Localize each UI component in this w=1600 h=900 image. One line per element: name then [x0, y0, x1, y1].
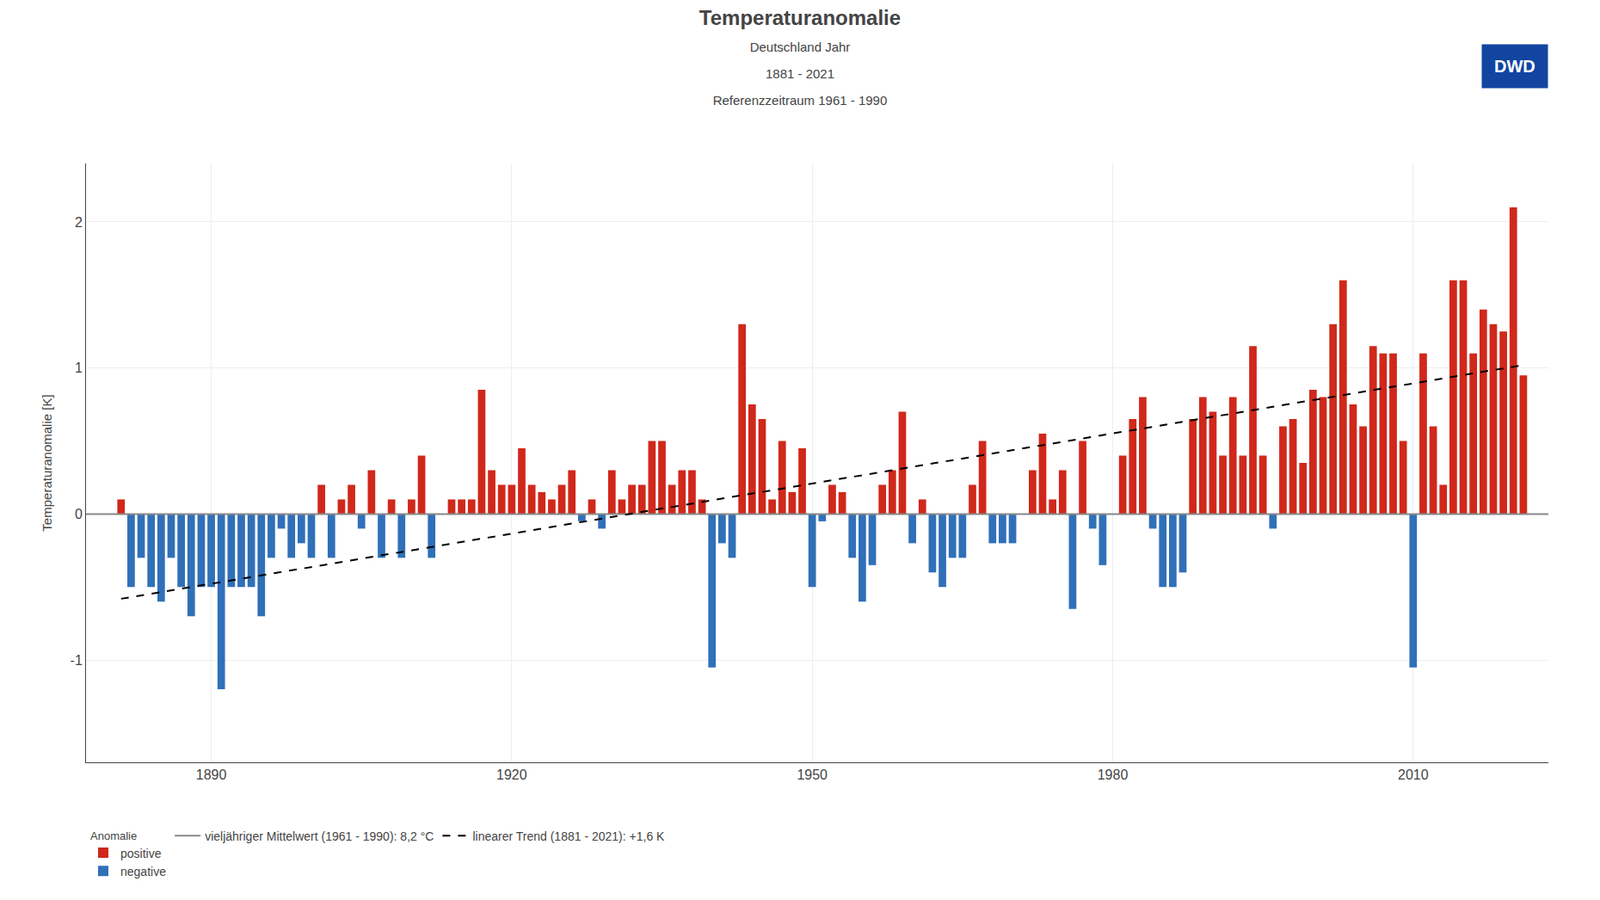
svg-text:Anomalie: Anomalie	[90, 829, 137, 843]
svg-text:TemperaturanomalieDeutschland: TemperaturanomalieDeutschland Jahr1881 -…	[699, 6, 901, 109]
svg-text:1920: 1920	[496, 767, 528, 782]
svg-text:2010: 2010	[1397, 767, 1429, 782]
svg-text:2: 2	[74, 215, 83, 230]
svg-text:positive: positive	[120, 846, 162, 861]
svg-text:1890: 1890	[196, 767, 228, 782]
svg-text:1: 1	[74, 360, 83, 376]
svg-text:vieljähriger Mittelwert (1961: vieljähriger Mittelwert (1961 - 1990): 8…	[204, 829, 434, 844]
svg-text:-1: -1	[70, 652, 83, 668]
svg-text:1980: 1980	[1097, 767, 1129, 782]
svg-text:0: 0	[74, 506, 83, 522]
svg-text:linearer Trend (1881 - 2021):: linearer Trend (1881 - 2021): +1,6 K	[472, 829, 665, 844]
svg-text:Temperaturanomalie [K]: Temperaturanomalie [K]	[39, 393, 55, 531]
svg-text:1950: 1950	[796, 767, 828, 782]
svg-text:DWD: DWD	[1494, 56, 1536, 76]
svg-text:negative: negative	[120, 864, 167, 879]
